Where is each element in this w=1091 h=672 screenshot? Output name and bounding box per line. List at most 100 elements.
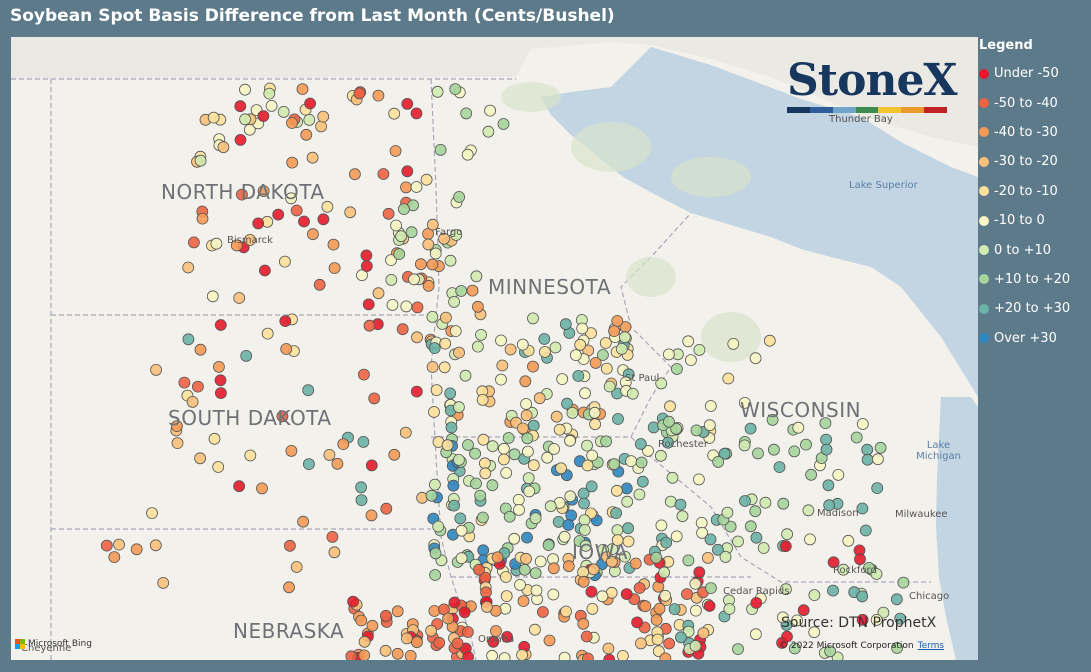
basis-point[interactable] — [214, 374, 227, 387]
basis-point[interactable] — [410, 385, 423, 398]
basis-point[interactable] — [482, 125, 495, 138]
basis-point[interactable] — [425, 489, 438, 502]
basis-point[interactable] — [738, 439, 751, 452]
basis-point[interactable] — [682, 335, 695, 348]
basis-point[interactable] — [723, 603, 736, 615]
basis-point[interactable] — [763, 334, 776, 347]
basis-point[interactable] — [448, 295, 461, 308]
basis-point[interactable] — [859, 524, 872, 537]
basis-point[interactable] — [655, 377, 668, 390]
basis-point[interactable] — [542, 539, 555, 552]
basis-point[interactable] — [856, 590, 869, 603]
basis-point[interactable] — [426, 310, 439, 323]
basis-point[interactable] — [355, 494, 368, 507]
basis-point[interactable] — [819, 417, 832, 430]
basis-point[interactable] — [499, 602, 512, 615]
basis-point[interactable] — [326, 530, 339, 543]
basis-point[interactable] — [290, 204, 303, 217]
basis-point[interactable] — [323, 448, 336, 461]
basis-point[interactable] — [401, 98, 414, 110]
basis-point[interactable] — [564, 490, 577, 503]
basis-point[interactable] — [486, 649, 498, 660]
legend-item[interactable]: +20 to +30 — [979, 294, 1089, 323]
basis-point[interactable] — [808, 589, 821, 601]
basis-point[interactable] — [442, 612, 455, 625]
basis-point[interactable] — [328, 546, 341, 559]
basis-point[interactable] — [233, 480, 246, 493]
legend-item[interactable]: Under -50 — [979, 59, 1089, 88]
basis-point[interactable] — [618, 331, 631, 344]
basis-point[interactable] — [659, 589, 672, 602]
basis-point[interactable] — [752, 447, 764, 460]
basis-point[interactable] — [564, 434, 576, 447]
basis-point[interactable] — [722, 372, 735, 385]
basis-point[interactable] — [450, 229, 463, 241]
basis-point[interactable] — [285, 192, 298, 205]
basis-point[interactable] — [600, 362, 613, 375]
basis-point[interactable] — [499, 571, 512, 583]
basis-point[interactable] — [522, 445, 534, 458]
basis-point[interactable] — [744, 422, 757, 435]
basis-point[interactable] — [433, 636, 446, 649]
basis-point[interactable] — [276, 410, 289, 423]
basis-point[interactable] — [555, 462, 567, 475]
basis-point[interactable] — [377, 168, 390, 180]
basis-point[interactable] — [386, 298, 399, 311]
basis-point[interactable] — [214, 319, 227, 331]
basis-point[interactable] — [366, 619, 379, 632]
basis-point[interactable] — [788, 642, 801, 655]
basis-point[interactable] — [856, 418, 869, 430]
basis-point[interactable] — [827, 556, 840, 569]
basis-point[interactable] — [608, 325, 620, 338]
basis-point[interactable] — [696, 526, 708, 539]
basis-point[interactable] — [693, 473, 705, 486]
basis-point[interactable] — [432, 520, 445, 533]
basis-point[interactable] — [681, 588, 693, 600]
basis-point[interactable] — [603, 380, 616, 393]
basis-point[interactable] — [587, 563, 600, 576]
basis-point[interactable] — [429, 547, 442, 560]
basis-point[interactable] — [388, 448, 401, 461]
basis-point[interactable] — [470, 270, 483, 283]
basis-point[interactable] — [861, 443, 874, 456]
basis-point[interactable] — [529, 623, 541, 636]
basis-point[interactable] — [497, 118, 510, 130]
basis-point[interactable] — [315, 120, 328, 133]
basis-point[interactable] — [890, 593, 903, 606]
basis-point[interactable] — [396, 323, 409, 336]
basis-point[interactable] — [191, 380, 204, 393]
basis-point[interactable] — [574, 338, 587, 351]
basis-point[interactable] — [721, 506, 734, 519]
basis-point[interactable] — [500, 590, 513, 602]
basis-point[interactable] — [521, 531, 533, 544]
basis-point[interactable] — [256, 482, 268, 495]
basis-point[interactable] — [633, 488, 646, 501]
basis-point[interactable] — [635, 637, 647, 650]
basis-point[interactable] — [514, 579, 526, 591]
basis-point[interactable] — [749, 505, 762, 518]
basis-point[interactable] — [712, 543, 724, 556]
basis-point[interactable] — [635, 456, 648, 469]
basis-point[interactable] — [452, 401, 465, 414]
basis-point[interactable] — [732, 535, 744, 548]
basis-point[interactable] — [491, 551, 504, 564]
basis-point[interactable] — [820, 433, 832, 446]
basis-point[interactable] — [781, 528, 793, 541]
basis-point[interactable] — [664, 400, 676, 413]
basis-point[interactable] — [800, 438, 812, 451]
basis-point[interactable] — [283, 581, 295, 594]
basis-point[interactable] — [182, 261, 195, 274]
basis-point[interactable] — [462, 651, 474, 661]
basis-point[interactable] — [693, 566, 706, 579]
basis-point[interactable] — [439, 311, 452, 324]
basis-point[interactable] — [296, 83, 309, 95]
basis-point[interactable] — [766, 413, 779, 426]
basis-point[interactable] — [527, 419, 540, 432]
legend-item[interactable]: -40 to -30 — [979, 118, 1089, 147]
basis-point[interactable] — [856, 502, 869, 515]
basis-point[interactable] — [113, 538, 125, 551]
basis-point[interactable] — [476, 511, 489, 524]
basis-point[interactable] — [634, 438, 647, 450]
basis-point[interactable] — [452, 453, 465, 466]
basis-point[interactable] — [572, 370, 585, 382]
